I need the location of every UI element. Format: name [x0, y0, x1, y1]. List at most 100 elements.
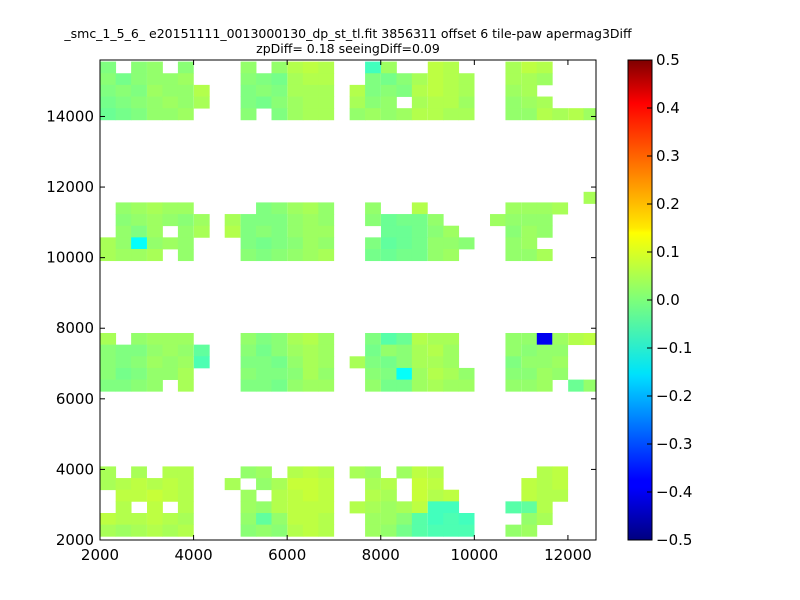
colorbar-tick-label: −0.4: [656, 483, 692, 501]
heatmap-cell: [100, 344, 117, 357]
heatmap-cell: [411, 108, 428, 121]
heatmap-cell: [443, 225, 460, 238]
heatmap-cell: [287, 237, 304, 250]
heatmap-cell: [505, 108, 522, 121]
heatmap-cell: [240, 333, 257, 346]
heatmap-cell: [115, 524, 132, 537]
heatmap-cell: [365, 202, 381, 215]
heatmap-cell: [147, 344, 163, 357]
heatmap-cell: [302, 356, 319, 369]
heatmap-cell: [349, 501, 366, 514]
heatmap-cell: [302, 96, 319, 109]
heatmap-cell: [521, 96, 538, 109]
heatmap-cell: [396, 237, 413, 250]
heatmap-cell: [287, 73, 304, 86]
heatmap-cell: [287, 84, 304, 97]
heatmap-cell: [224, 214, 241, 227]
heatmap-cell: [115, 513, 132, 526]
heatmap-cell: [536, 202, 553, 215]
heatmap-cell: [583, 379, 596, 392]
heatmap-cell: [115, 108, 132, 121]
heatmap-cell: [177, 524, 194, 537]
heatmap-cell: [505, 501, 522, 514]
heatmap-cell: [302, 202, 319, 215]
heatmap-cell: [380, 379, 397, 392]
heatmap-cell: [411, 466, 428, 479]
heatmap-cell: [240, 73, 257, 86]
heatmap-cell: [365, 356, 381, 369]
heatmap-cell: [287, 513, 304, 526]
heatmap-cell: [287, 478, 304, 491]
heatmap-cell: [100, 466, 117, 479]
heatmap-cell: [458, 524, 475, 537]
heatmap-cell: [396, 333, 413, 346]
heatmap-cell: [380, 478, 397, 491]
heatmap-cell: [443, 513, 460, 526]
heatmap-cell: [443, 96, 460, 109]
heatmap-cell: [458, 237, 475, 250]
colorbar-tick-label: −0.3: [656, 435, 692, 453]
heatmap-cell: [147, 249, 163, 262]
heatmap-cell: [396, 214, 413, 227]
heatmap-cell: [240, 466, 257, 479]
heatmap-cell: [443, 489, 460, 502]
heatmap-cell: [100, 367, 117, 380]
heatmap-cell: [302, 214, 319, 227]
heatmap-cell: [287, 489, 304, 502]
heatmap-cell: [443, 61, 460, 74]
heatmap-cell: [536, 108, 553, 121]
chart-title-line-2: zpDiff= 0.18 seeingDiff=0.09: [256, 41, 440, 56]
heatmap-cell: [131, 237, 147, 250]
heatmap-cell: [443, 108, 460, 121]
heatmap-cell: [396, 466, 413, 479]
heatmap-cell: [318, 356, 335, 369]
heatmap-cell: [177, 501, 194, 514]
heatmap-cell: [318, 344, 335, 357]
heatmap-cell: [396, 356, 413, 369]
heatmap-cell: [147, 367, 163, 380]
heatmap-cell: [302, 501, 319, 514]
heatmap-cell: [302, 524, 319, 537]
heatmap-cell: [396, 73, 413, 86]
heatmap-cell: [380, 84, 397, 97]
heatmap-cell: [287, 61, 304, 74]
heatmap-cell: [147, 225, 163, 238]
heatmap-cell: [380, 96, 397, 109]
heatmap-cell: [365, 333, 381, 346]
heatmap-cell: [505, 379, 522, 392]
heatmap-cell: [411, 214, 428, 227]
heatmap-cell: [443, 249, 460, 262]
heatmap-cell: [177, 237, 194, 250]
heatmap-cell: [131, 214, 147, 227]
heatmap-cell: [318, 237, 335, 250]
heatmap-cell: [131, 96, 147, 109]
heatmap-cell: [427, 356, 444, 369]
heatmap-cell: [318, 466, 335, 479]
heatmap-cell: [411, 367, 428, 380]
heatmap-cell: [131, 108, 147, 121]
heatmap-cell: [256, 344, 272, 357]
heatmap-cell: [552, 108, 569, 121]
heatmap-cell: [349, 108, 366, 121]
heatmap-cell: [365, 344, 381, 357]
heatmap-cell: [256, 367, 272, 380]
heatmap-cell: [100, 84, 117, 97]
heatmap-cell: [552, 489, 569, 502]
heatmap-cell: [583, 333, 596, 346]
heatmap-cell: [411, 489, 428, 502]
heatmap-cell: [240, 367, 257, 380]
heatmap-cell: [521, 333, 538, 346]
heatmap-cell: [131, 344, 147, 357]
heatmap-cell: [115, 478, 132, 491]
heatmap-cell: [318, 367, 335, 380]
heatmap-cell: [271, 237, 288, 250]
heatmap-cell: [100, 333, 117, 346]
heatmap-cell: [583, 108, 596, 121]
heatmap-cell: [427, 73, 444, 86]
heatmap-cell: [115, 73, 132, 86]
heatmap-cell: [271, 108, 288, 121]
heatmap-cell: [536, 96, 553, 109]
heatmap-cell: [396, 379, 413, 392]
heatmap-cell: [162, 367, 179, 380]
heatmap-cell: [505, 61, 522, 74]
